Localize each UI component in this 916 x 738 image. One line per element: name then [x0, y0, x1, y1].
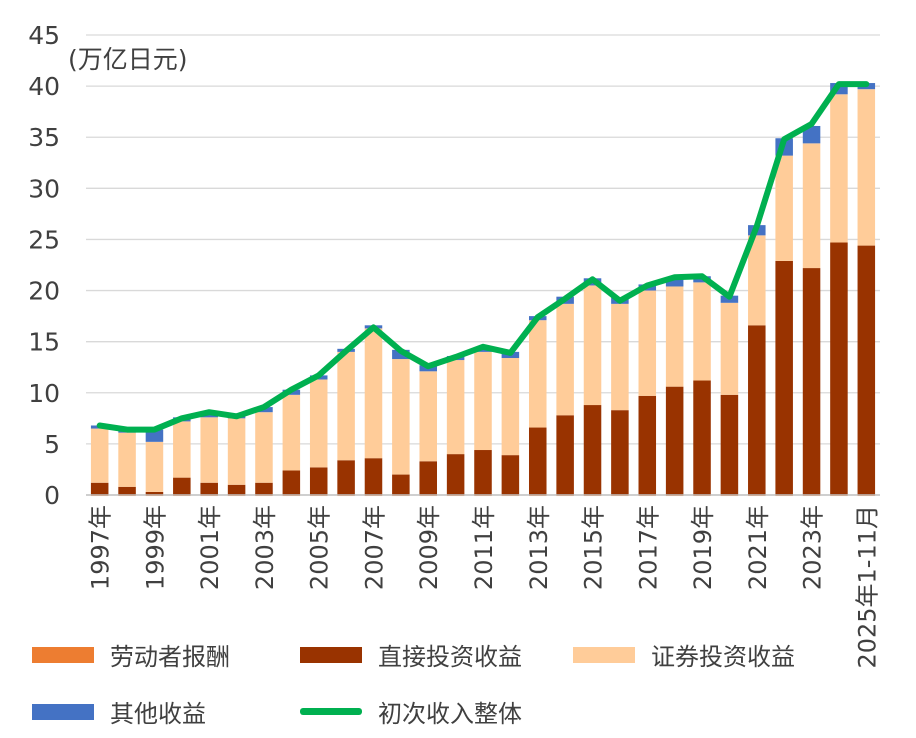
bar-direct-investment	[365, 458, 383, 495]
x-tick-label: 2009年	[415, 505, 443, 590]
bar-direct-investment	[830, 243, 848, 495]
y-tick-label: 30	[28, 174, 60, 203]
bar-portfolio-investment	[639, 291, 657, 396]
x-tick-label: 2007年	[360, 505, 388, 590]
bar-portfolio-investment	[337, 352, 355, 460]
legend-swatch-labor	[32, 647, 94, 663]
bar-direct-investment	[666, 387, 684, 495]
bar-portfolio-investment	[858, 89, 876, 245]
bar-portfolio-investment	[693, 282, 711, 380]
y-tick-label: 20	[28, 277, 60, 306]
y-tick-label: 45	[28, 21, 60, 50]
unit-label: (万亿日元)	[68, 40, 188, 76]
bar-direct-investment	[337, 460, 355, 495]
y-tick-label: 5	[44, 430, 60, 459]
bar-direct-investment	[310, 467, 328, 495]
legend-item-labor: 劳动者报酬	[32, 637, 230, 672]
x-tick-label: 2011年	[470, 505, 498, 590]
x-tick-label: 2023年	[799, 505, 827, 590]
bar-portfolio-investment	[200, 417, 218, 482]
bar-portfolio-investment	[228, 418, 246, 484]
bar-direct-investment	[748, 325, 766, 495]
legend-swatch-other	[32, 704, 94, 720]
bar-direct-investment	[228, 485, 246, 495]
bar-direct-investment	[91, 483, 109, 495]
bar-portfolio-investment	[392, 359, 410, 475]
bar-direct-investment	[639, 396, 657, 495]
x-tick-label: 2021年	[744, 505, 772, 590]
bar-portfolio-investment	[474, 352, 492, 450]
legend-item-total: 初次收入整体	[300, 694, 522, 729]
legend-item-portfolio: 证券投资收益	[573, 637, 795, 672]
bar-direct-investment	[392, 475, 410, 495]
bar-direct-investment	[556, 415, 574, 495]
bar-portfolio-investment	[255, 412, 273, 483]
bar-direct-investment	[693, 381, 711, 495]
bar-direct-investment	[721, 395, 739, 495]
legend-label-labor: 劳动者报酬	[110, 637, 230, 672]
y-tick-label: 40	[28, 72, 60, 101]
bar-portfolio-investment	[447, 360, 465, 454]
bar-direct-investment	[419, 461, 437, 495]
bar-portfolio-investment	[556, 304, 574, 415]
y-tick-label: 25	[28, 225, 60, 254]
bar-portfolio-investment	[721, 303, 739, 395]
bar-portfolio-investment	[146, 442, 164, 492]
bar-portfolio-investment	[365, 328, 383, 458]
bar-portfolio-investment	[283, 395, 301, 471]
bar-portfolio-investment	[173, 421, 191, 477]
bar-direct-investment	[611, 410, 629, 495]
bar-portfolio-investment	[611, 304, 629, 410]
x-tick-label: 2017年	[634, 505, 662, 590]
bar-portfolio-investment	[584, 285, 602, 405]
bar-portfolio-investment	[529, 320, 547, 427]
legend-item-other: 其他收益	[32, 694, 206, 729]
x-tick-label: 2001年	[196, 505, 224, 590]
x-tick-label: 2019年	[689, 505, 717, 590]
bar-portfolio-investment	[91, 429, 109, 483]
y-tick-label: 35	[28, 123, 60, 152]
y-tick-label: 15	[28, 328, 60, 357]
legend-line-total	[300, 708, 362, 715]
bar-direct-investment	[474, 450, 492, 495]
bar-portfolio-investment	[803, 143, 821, 268]
bar-direct-investment	[584, 405, 602, 495]
y-tick-label: 0	[44, 481, 60, 510]
x-tick-label: 2015年	[580, 505, 608, 590]
x-tick-label: 2013年	[525, 505, 553, 590]
bar-portfolio-investment	[310, 379, 328, 467]
bar-portfolio-investment	[666, 286, 684, 386]
bar-direct-investment	[283, 470, 301, 495]
bar-portfolio-investment	[118, 433, 136, 487]
bar-portfolio-investment	[775, 156, 793, 261]
x-tick-label: 2005年	[306, 505, 334, 590]
bar-direct-investment	[502, 455, 520, 495]
bar-direct-investment	[775, 261, 793, 495]
bar-direct-investment	[173, 478, 191, 495]
y-tick-label: 10	[28, 379, 60, 408]
bar-direct-investment	[255, 483, 273, 495]
bar-direct-investment	[529, 428, 547, 495]
legend-label-total: 初次收入整体	[378, 694, 522, 729]
legend-swatch-direct	[300, 647, 362, 663]
bar-direct-investment	[858, 246, 876, 495]
legend: 劳动者报酬 直接投资收益 证券投资收益 其他收益 初次收入整体	[0, 622, 916, 734]
bar-portfolio-investment	[502, 358, 520, 455]
x-tick-label: 1999年	[141, 505, 169, 590]
legend-swatch-portfolio	[573, 647, 635, 663]
legend-label-portfolio: 证券投资收益	[651, 637, 795, 672]
bar-direct-investment	[447, 454, 465, 495]
bar-direct-investment	[803, 268, 821, 495]
bar-direct-investment	[200, 483, 218, 495]
legend-label-other: 其他收益	[110, 694, 206, 729]
legend-item-direct: 直接投资收益	[300, 637, 522, 672]
bar-portfolio-investment	[830, 94, 848, 242]
bar-portfolio-investment	[419, 371, 437, 461]
legend-label-direct: 直接投资收益	[378, 637, 522, 672]
x-tick-label: 1997年	[87, 505, 115, 590]
x-tick-label: 2003年	[251, 505, 279, 590]
bar-direct-investment	[118, 487, 136, 495]
